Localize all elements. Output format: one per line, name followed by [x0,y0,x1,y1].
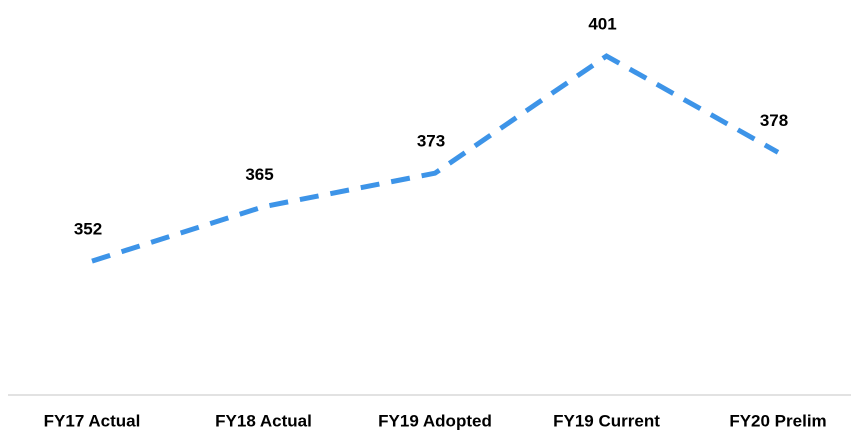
x-tick-label: FY20 Prelim [729,411,826,430]
data-label: 378 [760,111,788,130]
x-tick-label: FY19 Current [553,411,660,430]
x-tick-label: FY18 Actual [215,411,312,430]
data-label: 401 [588,15,616,34]
data-label: 373 [417,132,445,151]
x-tick-label: FY19 Adopted [378,411,492,430]
data-line [91,53,780,264]
data-label: 365 [245,165,273,184]
x-tick-label: FY17 Actual [44,411,141,430]
data-label: 352 [74,220,102,239]
